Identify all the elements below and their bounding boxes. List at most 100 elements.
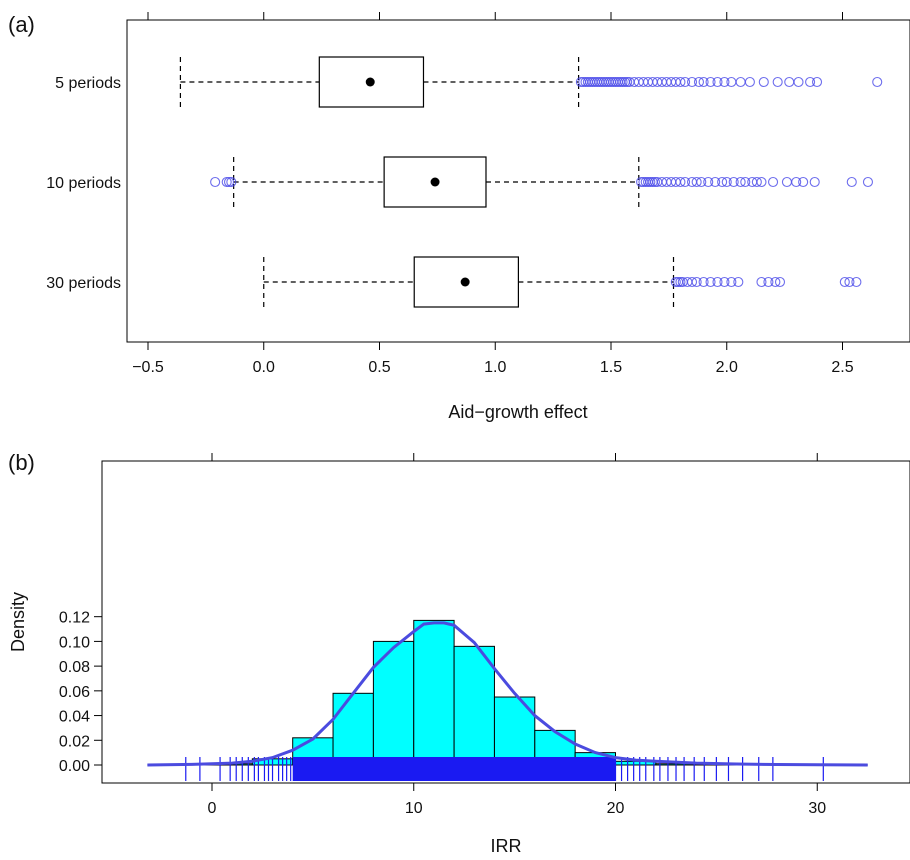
b-y-tick-label: 0.00 <box>59 758 90 775</box>
outlier-point <box>791 176 802 188</box>
outlier-point <box>221 176 232 188</box>
panel-b-rug <box>185 757 824 781</box>
b-x-tick-label: 10 <box>405 800 423 817</box>
panel-b-histogram: (b) 0 10 20 300.000.020.040.060.080.100.12 … <box>8 450 910 856</box>
outlier-point <box>696 176 707 188</box>
outlier-point <box>693 76 705 88</box>
outlier-point <box>846 176 857 188</box>
panel-a-x-axis-title: Aid−growth effect <box>448 402 587 422</box>
a-x-tick-label: 0.0 <box>253 359 275 376</box>
outlier-point <box>728 176 739 188</box>
outlier-point <box>756 176 767 188</box>
outlier-point <box>851 276 862 288</box>
outlier-point <box>721 176 732 188</box>
outlier-point <box>735 76 746 88</box>
outlier-point <box>726 76 737 88</box>
a-x-tick-label: −0.5 <box>132 359 164 376</box>
outlier-point <box>670 276 681 288</box>
outlier-point <box>805 76 816 88</box>
outlier-point <box>705 276 716 288</box>
outlier-point <box>703 176 714 188</box>
median-point <box>365 77 375 87</box>
outlier-point <box>798 176 809 188</box>
outlier-point <box>774 276 786 288</box>
outlier-point <box>733 276 744 288</box>
b-x-tick-label: 0 <box>208 800 217 817</box>
outlier-point <box>691 176 702 188</box>
panel-b-axes: 0 10 20 30 0.00 0.02 0.04 0.06 0.08 0.10 0.12 <box>59 453 826 817</box>
outlier-point <box>712 276 723 288</box>
outlier-point <box>740 176 751 188</box>
outlier-point <box>691 276 702 288</box>
histogram-bar <box>413 619 455 766</box>
outlier-point <box>680 176 691 188</box>
boxplot-30-periods: 30 periods <box>46 256 862 308</box>
outlier-point <box>719 76 730 88</box>
histogram-bar <box>332 692 374 766</box>
outlier-point <box>210 176 221 188</box>
outlier-point <box>698 76 709 88</box>
panel-a-bottom-axis: −0.5 0.0 0.5 1.0 1.5 2.0 2.5 <box>132 342 854 376</box>
b-y-tick-label: 0.04 <box>59 709 90 726</box>
a-x-tick-label: 1.5 <box>600 359 622 376</box>
median-point <box>460 277 470 287</box>
outlier-point <box>758 76 769 88</box>
outlier-point <box>675 276 686 288</box>
outlier-point <box>712 76 723 88</box>
panel-b-density-curve <box>147 621 868 767</box>
outlier-point <box>622 76 633 88</box>
outlier-point <box>705 76 716 88</box>
a-group-label: 5 periods <box>55 75 121 92</box>
outlier-point <box>675 176 686 188</box>
outlier-point <box>710 176 721 188</box>
outlier-point <box>675 76 686 88</box>
outlier-point <box>726 276 737 288</box>
outlier-point <box>811 76 823 88</box>
outlier-point <box>717 176 728 188</box>
median-point <box>430 177 440 187</box>
b-y-tick-label: 0.02 <box>59 733 90 750</box>
a-group-label: 10 periods <box>46 175 121 192</box>
outlier-point <box>645 176 656 188</box>
outlier-point <box>839 276 850 288</box>
outlier-point <box>872 76 883 88</box>
outlier-point <box>744 76 755 88</box>
panel-b-x-axis-title: IRR <box>491 836 522 856</box>
outlier-point <box>756 276 767 288</box>
b-y-tick-label: 0.08 <box>59 659 90 676</box>
outlier-point <box>226 176 237 188</box>
a-group-label: 30 periods <box>46 275 121 292</box>
b-y-tick-label: 0.10 <box>59 634 90 651</box>
panel-b-y-axis-title: Density <box>8 592 28 652</box>
outlier-point <box>223 176 235 188</box>
b-y-tick-label: 0.12 <box>59 610 90 627</box>
outlier-point <box>844 276 855 288</box>
outlier-point <box>770 276 781 288</box>
outlier-point <box>772 76 783 88</box>
boxplot-10-periods: 10 periods <box>46 156 874 208</box>
outlier-point <box>763 276 774 288</box>
outlier-point <box>784 76 795 88</box>
outlier-point <box>649 176 661 188</box>
a-x-tick-label: 0.5 <box>368 359 390 376</box>
outlier-point <box>698 276 709 288</box>
a-x-tick-label: 2.5 <box>831 359 853 376</box>
panel-b-bars <box>147 619 868 766</box>
rug-dense-band <box>292 757 616 781</box>
outlier-point <box>686 276 698 288</box>
outlier-point <box>680 76 691 88</box>
panel-b-frame <box>101 460 910 784</box>
outlier-point <box>793 76 804 88</box>
outlier-point <box>809 176 820 188</box>
panel-a-top-ticks <box>147 12 843 20</box>
outlier-point <box>686 76 698 88</box>
histogram-bar <box>453 645 495 766</box>
b-x-tick-label: 20 <box>607 800 625 817</box>
outlier-point <box>735 176 746 188</box>
panel-a-boxplot: (a) −0.5 0.0 0.5 1.0 1.5 2.0 2.5 5 periods 10 p… <box>8 12 910 422</box>
panel-b-label: (b) <box>8 450 35 475</box>
a-x-tick-label: 2.0 <box>716 359 738 376</box>
b-x-tick-label: 30 <box>808 800 826 817</box>
outlier-point <box>862 176 874 188</box>
